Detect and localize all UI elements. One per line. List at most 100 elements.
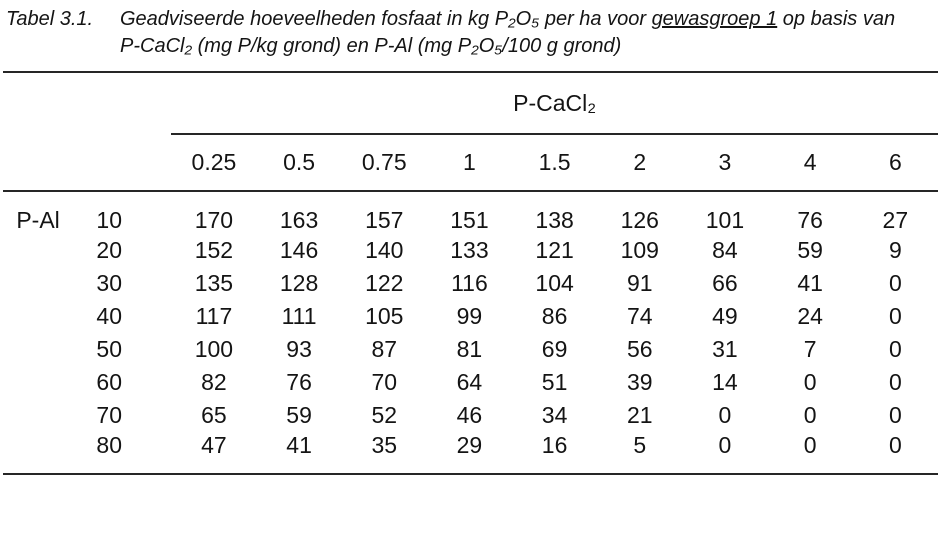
table-cell: 105 bbox=[365, 303, 404, 329]
row-key: 70 bbox=[96, 402, 122, 428]
table-caption-text: Geadviseerde hoeveelheden fosfaat in kg … bbox=[120, 6, 936, 60]
row-key: 60 bbox=[96, 369, 122, 395]
table-row: 20 152 146 140 133 121 109 84 59 9 bbox=[3, 234, 938, 267]
table-cell: 65 bbox=[201, 402, 227, 428]
table-cell: 135 bbox=[194, 270, 234, 296]
header-empty-cell bbox=[3, 134, 74, 192]
row-axis-label bbox=[3, 432, 73, 474]
table-cell: 128 bbox=[279, 270, 319, 296]
table-cell: 111 bbox=[281, 303, 317, 329]
table-cell: 56 bbox=[626, 336, 653, 362]
col-header: 1.5 bbox=[512, 134, 598, 192]
table-cell: 0 bbox=[888, 270, 902, 296]
table-cell: 41 bbox=[797, 270, 823, 296]
table-cell: 91 bbox=[626, 270, 653, 296]
caption-line2: P-CaCl₂ (mg P/kg grond) en P-Al (mg P₂O₅… bbox=[120, 35, 622, 57]
table-cell: 99 bbox=[456, 303, 483, 329]
table-cell: 7 bbox=[803, 336, 817, 362]
spacer-cell bbox=[145, 366, 171, 399]
table-cell: 76 bbox=[797, 207, 823, 233]
table-cell: 0 bbox=[718, 432, 732, 458]
spacer-cell bbox=[145, 333, 171, 366]
table-cell: 0 bbox=[888, 402, 902, 428]
col-header: 6 bbox=[852, 134, 938, 192]
table-cell: 170 bbox=[194, 207, 234, 233]
table-cell: 49 bbox=[712, 303, 738, 329]
table-cell: 35 bbox=[371, 432, 398, 458]
table-cell: 81 bbox=[456, 336, 483, 362]
col-header: 0.25 bbox=[171, 134, 257, 192]
table-cell: 93 bbox=[286, 336, 312, 362]
spacer-cell bbox=[145, 267, 171, 300]
spanner-empty-cell bbox=[3, 72, 73, 134]
table-cell: 51 bbox=[541, 369, 568, 395]
table-cell: 66 bbox=[712, 270, 738, 296]
table-cell: 74 bbox=[626, 303, 653, 329]
row-key: 80 bbox=[96, 432, 122, 458]
table-cell: 59 bbox=[797, 237, 823, 263]
table-cell: 52 bbox=[371, 402, 398, 428]
table-cell: 70 bbox=[371, 369, 398, 395]
table-cell: 122 bbox=[365, 270, 404, 296]
table-row: 50 100 93 87 81 69 56 31 7 0 bbox=[3, 333, 938, 366]
table-cell: 101 bbox=[705, 207, 745, 233]
row-axis-label bbox=[3, 366, 73, 399]
table-cell: 47 bbox=[201, 432, 227, 458]
spanner-empty-cell bbox=[73, 72, 145, 134]
spanner-row: P-CaCl₂ bbox=[3, 72, 938, 135]
col-header: 3 bbox=[682, 134, 768, 192]
spacer-cell bbox=[145, 399, 171, 432]
col-header: 0.5 bbox=[256, 134, 342, 192]
row-axis-label bbox=[3, 399, 73, 432]
table-cell: 69 bbox=[541, 336, 568, 362]
table-cell: 0 bbox=[888, 303, 902, 329]
table-cell: 163 bbox=[279, 207, 319, 233]
table-cell: 21 bbox=[626, 402, 653, 428]
table-row: 30 135 128 122 116 104 91 66 41 0 bbox=[3, 267, 938, 300]
table-cell: 5 bbox=[633, 432, 647, 458]
table-cell: 64 bbox=[456, 369, 483, 395]
table-cell: 157 bbox=[365, 207, 404, 233]
advice-table: P-CaCl₂ 0.25 0.5 0.75 1 1.5 2 3 4 6 P-Al 10 170 163… bbox=[3, 71, 938, 475]
col-header-row: 0.25 0.5 0.75 1 1.5 2 3 4 6 bbox=[3, 134, 938, 192]
row-key: 50 bbox=[96, 336, 122, 362]
table-cell: 39 bbox=[626, 369, 653, 395]
caption-line1-pre: Geadviseerde hoeveelheden fosfaat in kg … bbox=[120, 8, 652, 30]
table-cell: 86 bbox=[541, 303, 568, 329]
table-cell: 84 bbox=[712, 237, 738, 263]
table-caption: Tabel 3.1. Geadviseerde hoeveelheden fos… bbox=[6, 6, 936, 60]
table-cell: 31 bbox=[712, 336, 738, 362]
table-cell: 152 bbox=[194, 237, 234, 263]
row-key: 20 bbox=[96, 237, 122, 263]
table-cell: 24 bbox=[797, 303, 823, 329]
table-cell: 46 bbox=[456, 402, 483, 428]
table-cell: 140 bbox=[365, 237, 404, 263]
row-axis-label bbox=[3, 234, 73, 267]
col-header: 4 bbox=[767, 134, 853, 192]
table-row: 40 117 111 105 99 86 74 49 24 0 bbox=[3, 300, 938, 333]
col-header: 2 bbox=[597, 134, 683, 192]
table-cell: 16 bbox=[541, 432, 568, 458]
row-axis-label bbox=[3, 267, 73, 300]
row-axis-label bbox=[3, 333, 73, 366]
col-header: 1 bbox=[426, 134, 513, 192]
table-cell: 0 bbox=[803, 402, 817, 428]
table-cell: 116 bbox=[451, 270, 488, 296]
table-caption-number: Tabel 3.1. bbox=[6, 8, 94, 30]
row-axis-label: P-Al bbox=[16, 207, 60, 233]
table-cell: 146 bbox=[279, 237, 319, 263]
caption-line1-underlined: gewasgroep 1 bbox=[651, 8, 778, 30]
table-row: 70 65 59 52 46 34 21 0 0 0 bbox=[3, 399, 938, 432]
table-cell: 0 bbox=[888, 369, 902, 395]
spanner-empty-cell bbox=[145, 72, 171, 134]
table-cell: 109 bbox=[620, 237, 659, 263]
table-cell: 0 bbox=[803, 432, 817, 458]
table-row: 60 82 76 70 64 51 39 14 0 0 bbox=[3, 366, 938, 399]
table-cell: 0 bbox=[888, 432, 902, 458]
header-empty-cell bbox=[73, 134, 146, 192]
spacer-cell bbox=[145, 300, 171, 333]
table-cell: 27 bbox=[882, 207, 909, 233]
table-cell: 100 bbox=[194, 336, 234, 362]
table-body: P-Al 10 170 163 157 151 138 126 101 76 27 20 152 146 1… bbox=[3, 191, 938, 474]
table-cell: 0 bbox=[718, 402, 732, 428]
